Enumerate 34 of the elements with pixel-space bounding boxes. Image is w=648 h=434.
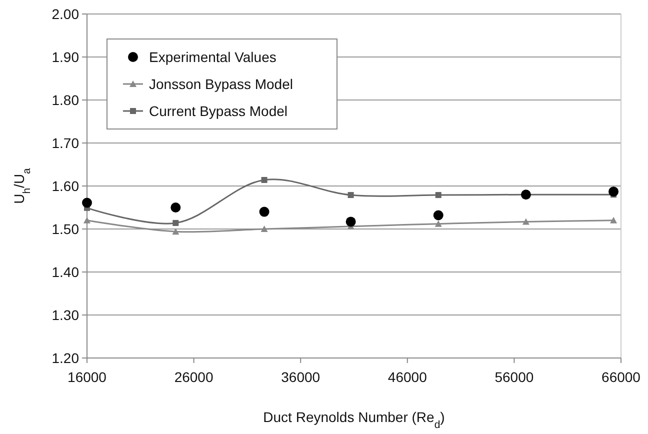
point <box>348 192 354 198</box>
point <box>435 192 442 198</box>
point <box>172 220 179 226</box>
point <box>610 216 618 224</box>
y-tick-label: 1.90 <box>52 48 80 65</box>
point <box>82 198 92 208</box>
y-tick-label: 1.70 <box>52 134 80 151</box>
x-tick-label: 16000 <box>68 369 107 385</box>
x-tick-label: 36000 <box>281 369 320 385</box>
legend-label: Experimental Values <box>149 48 276 65</box>
y-tick-label: 1.50 <box>52 220 80 237</box>
point <box>522 218 530 225</box>
y-tick-label: 1.30 <box>52 306 80 323</box>
point <box>260 226 268 232</box>
x-tick-label: 46000 <box>388 369 428 385</box>
y-tick-label: 1.80 <box>52 92 80 108</box>
point <box>259 206 270 217</box>
x-tick-label: 56000 <box>494 369 534 385</box>
y-tick-label: 2.00 <box>52 6 80 22</box>
y-tick-label: 1.40 <box>52 264 80 280</box>
point <box>170 202 181 212</box>
point <box>261 176 268 183</box>
point <box>172 228 180 235</box>
point <box>608 186 619 197</box>
legend-label: Jonsson Bypass Model <box>149 76 293 92</box>
x-tick-label: 26000 <box>174 369 214 385</box>
legend-label: Current Bypass Model <box>149 102 288 119</box>
point <box>434 220 442 227</box>
point <box>433 210 444 220</box>
y-tick-label: 1.60 <box>52 178 80 194</box>
x-axis-title: Duct Reynolds Number (Re$_{d}$) <box>263 409 445 431</box>
y-tick-label: 1.20 <box>52 350 80 366</box>
x-tick-label: 66000 <box>602 369 641 385</box>
point <box>346 216 356 227</box>
